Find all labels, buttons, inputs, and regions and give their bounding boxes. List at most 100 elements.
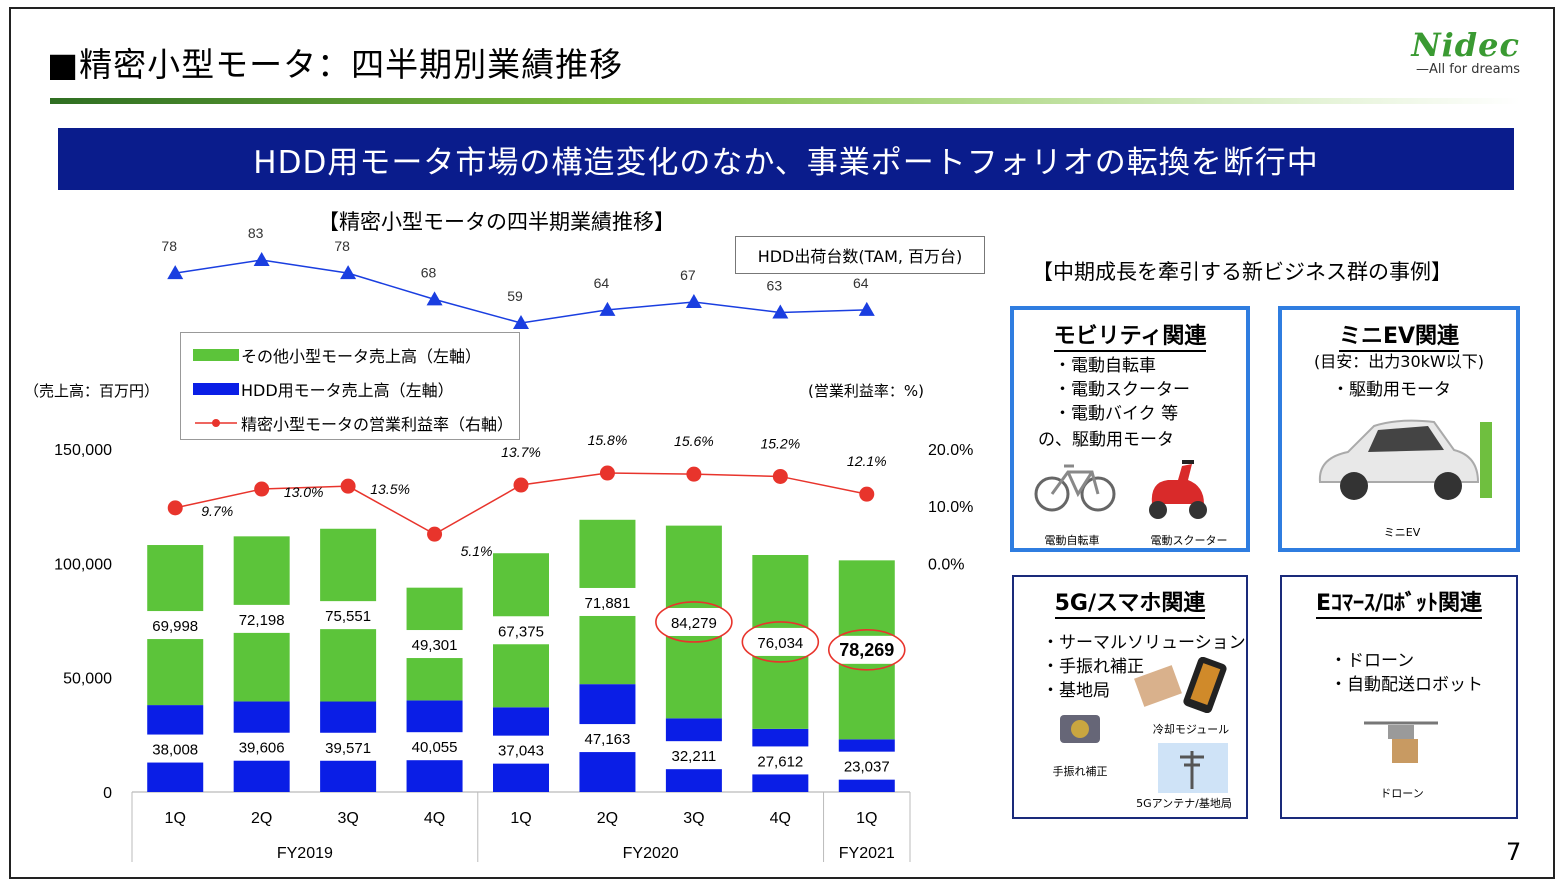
slide-title: ■精密小型モータ：四半期別業績推移 — [47, 45, 624, 84]
hdd-label-band — [492, 735, 550, 764]
quarter-label: 4Q — [424, 810, 445, 827]
hdd-shipment-label: 83 — [248, 225, 264, 241]
hdd-shipment-label: 64 — [594, 275, 610, 291]
other-value-label: 69,998 — [152, 618, 198, 635]
margin-label: 9.7% — [201, 503, 233, 519]
other-value-label: 67,375 — [498, 623, 544, 640]
margin-point — [772, 468, 788, 484]
mobility-box: モビリティ関連 ・電動自転車 ・電動スクーター ・電動バイク 等 の、駆動用モー… — [1010, 306, 1250, 552]
logo-tag-text: All for dreams — [1429, 62, 1520, 77]
hdd-shipment-marker — [599, 301, 616, 316]
chart-title: 【精密小型モータの四半期業績推移】 — [318, 210, 675, 234]
stabilizer-icon — [1060, 715, 1100, 743]
legend-item-other: その他小型モータ売上高（左軸） — [193, 343, 481, 367]
margin-label: 13.5% — [370, 481, 410, 497]
left-axis-tick: 0 — [103, 785, 112, 802]
margin-label: 13.7% — [501, 444, 541, 460]
other-label-band — [232, 604, 291, 633]
hdd-shipment-marker — [858, 301, 875, 316]
hdd-shipment-marker — [167, 265, 184, 280]
drone-caption: ドローン — [1380, 787, 1424, 800]
legend-swatch-line — [195, 419, 237, 427]
quarter-label: 2Q — [597, 810, 618, 827]
5g-item: ・サーマルソリューション — [1042, 633, 1246, 653]
mini-ev-box: ミニEV関連 (目安：出力30kW以下) ・駆動用モータ ミニEV — [1278, 306, 1520, 552]
left-axis-tick: 50,000 — [63, 671, 112, 688]
cooling-module-icon — [1134, 657, 1227, 713]
ecommerce-item: ・ドローン — [1330, 651, 1415, 671]
highlight-circle — [655, 601, 733, 643]
margin-point — [513, 477, 529, 493]
hdd-shipment-marker — [772, 304, 789, 319]
other-label-band — [578, 587, 637, 616]
hdd-shipment-label: 67 — [680, 267, 696, 283]
mobility-item: の、駆動用モータ — [1038, 430, 1174, 450]
quarter-label: 4Q — [770, 810, 791, 827]
ecommerce-list: ・ドローン ・自動配送ロボット — [1330, 649, 1483, 697]
hdd-shipment-label: 59 — [507, 288, 523, 304]
mini-ev-car-icon — [1318, 419, 1492, 500]
cooling-module-caption: 冷却モジュール — [1152, 723, 1230, 736]
legend-item-margin: 精密小型モータの営業利益率（右軸） — [193, 411, 513, 435]
hdd-shipments-label: HDD出荷台数(TAM, 百万台) — [735, 236, 985, 274]
hdd-label-band — [837, 751, 896, 780]
mini-ev-title: ミニEV関連 — [1282, 318, 1516, 352]
margin-point — [340, 478, 356, 494]
new-business-heading: 【中期成長を牽引する新ビジネス群の事例】 — [1032, 260, 1452, 284]
left-axis-tick: 100,000 — [54, 556, 112, 573]
margin-label: 12.1% — [847, 453, 887, 469]
antenna-caption: 5Gアンテナ/基地局 — [1136, 797, 1232, 810]
other-label-band — [405, 630, 464, 659]
e-bike-caption: 電動自転車 — [1044, 534, 1100, 547]
margin-point — [859, 486, 875, 502]
fiscal-year-label: FY2020 — [623, 845, 679, 862]
hdd-shipment-label: 78 — [161, 238, 177, 254]
hdd-shipment-label: 64 — [853, 275, 869, 291]
other-value-label: 72,198 — [239, 612, 285, 629]
legend-label-other: その他小型モータ売上高（左軸） — [241, 347, 482, 366]
5g-smartphone-box: 5G/スマホ関連 ・サーマルソリューション ・手振れ補正 ・基地局 冷却モジュー… — [1012, 575, 1248, 819]
slide-title-wrap: ■精密小型モータ：四半期別業績推移 — [47, 38, 623, 86]
quarter-label: 1Q — [510, 810, 531, 827]
quarterly-chart: 0 50,000 100,000 150,000 0.0% 10.0% 20.0% FY201… — [54, 225, 973, 862]
other-label-band — [146, 611, 205, 640]
hdd-label-band — [405, 732, 464, 761]
mini-ev-list: ・駆動用モータ — [1332, 378, 1451, 402]
slide-frame — [9, 7, 1555, 879]
hdd-shipment-marker — [340, 265, 357, 280]
hdd-label-band — [664, 741, 723, 770]
other-value-label: 71,881 — [584, 595, 630, 612]
hdd-shipment-marker — [426, 291, 443, 306]
title-rule — [50, 98, 1520, 104]
other-value-label: 75,551 — [325, 608, 371, 625]
margin-point — [686, 466, 702, 482]
other-label-band — [492, 616, 550, 645]
stabilizer-caption: 手振れ補正 — [1052, 765, 1108, 778]
ecommerce-robot-box: Eｺﾏｰｽ/ﾛﾎﾞｯﾄ関連 ・ドローン ・自動配送ロボット ドローン — [1280, 575, 1518, 819]
mobility-item: ・電動自転車 — [1054, 356, 1156, 376]
mobility-item: ・電動バイク 等 — [1054, 404, 1179, 424]
ecommerce-title-text: Eｺﾏｰｽ/ﾛﾎﾞｯﾄ関連 — [1315, 591, 1483, 619]
hdd-label-band — [319, 732, 378, 761]
page-number: 7 — [1506, 838, 1522, 866]
logo-tagline: —All for dreams — [1416, 62, 1520, 77]
other-label-band — [664, 607, 723, 636]
margin-point — [254, 481, 270, 497]
hdd-label-band — [751, 746, 810, 775]
5g-item: ・手振れ補正 — [1042, 657, 1144, 677]
e-bike-icon — [1034, 464, 1116, 512]
quarter-label: 3Q — [337, 810, 358, 827]
antenna-icon — [1158, 743, 1228, 793]
drone-icon — [1364, 721, 1438, 763]
mobility-item: ・電動スクーター — [1054, 380, 1190, 400]
quarter-label: 1Q — [856, 810, 877, 827]
5g-title-text: 5G/スマホ関連 — [1054, 591, 1206, 619]
quarter-label: 1Q — [165, 810, 186, 827]
other-value-label: 76,034 — [757, 635, 803, 652]
mini-ev-caption: ミニEV — [1383, 526, 1421, 539]
other-value-label: 84,279 — [671, 615, 717, 632]
margin-label: 5.1% — [461, 543, 493, 559]
right-axis-tick: 10.0% — [928, 499, 973, 516]
legend-swatch-blue — [193, 383, 239, 395]
left-axis-tick: 150,000 — [54, 442, 112, 459]
